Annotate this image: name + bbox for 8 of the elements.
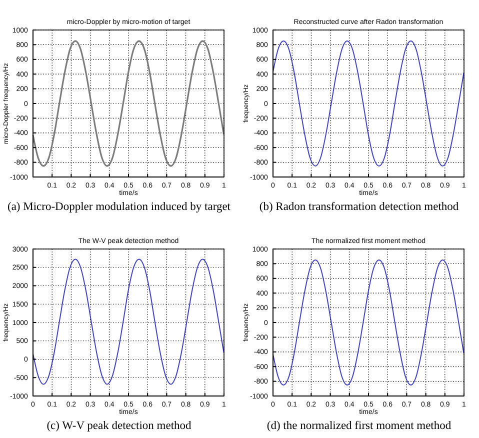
- line-series: [32, 40, 225, 167]
- text: (c) W-V peak detection method: [46, 420, 192, 432]
- line-series: [32, 258, 224, 385]
- text: (a) Micro-Doppler modulation induced by target: [7, 201, 232, 213]
- text: (b) Radon transformation detection method: [259, 201, 459, 213]
- text: (d) the normalized first moment method: [266, 420, 452, 432]
- line-series: [272, 260, 464, 386]
- line-series: [272, 40, 464, 166]
